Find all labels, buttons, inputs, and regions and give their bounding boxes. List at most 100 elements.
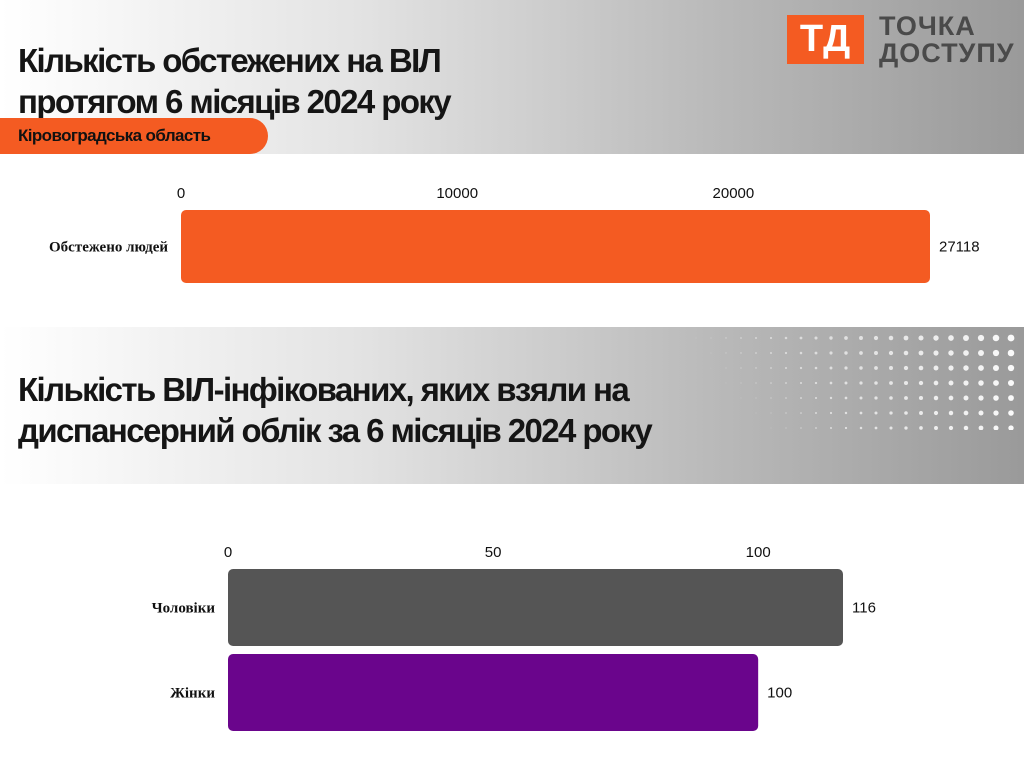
decorative-dot [993,410,999,416]
decorative-dot [874,411,878,415]
registered-tick-label: 100 [746,544,771,561]
decorative-dot [844,366,848,370]
decorative-dot [859,426,863,430]
decorative-dot [785,427,787,429]
decorative-dot [829,351,833,355]
decorative-dot [859,336,863,340]
tested-bar [181,210,930,283]
decorative-dot [933,380,939,386]
decorative-dot [784,336,788,340]
decorative-dot [814,396,818,400]
decorative-dot [740,352,742,354]
decorative-dot [800,412,802,414]
section1-title-line2: протягом 6 місяців 2024 року [18,83,452,120]
tested-tick-label: 10000 [436,185,478,202]
registered-value-label: 100 [767,685,792,702]
decorative-dot [769,336,773,340]
decorative-dot [784,351,788,355]
decorative-dot [784,366,788,370]
decorative-dot [815,427,817,429]
decorative-dot [695,337,697,339]
decorative-dot [978,395,984,401]
decorative-dot [725,337,727,339]
decorative-dot [710,367,712,369]
decorative-dot [934,426,938,430]
decorative-dot [829,381,833,385]
decorative-dot [874,381,878,385]
chart-tested-people: 0 10000 20000 Обстежено людей 27118 [49,185,980,283]
registered-bar [228,569,843,646]
section2-title-line2: диспансерний облік за 6 місяців 2024 рок… [18,412,653,449]
decorative-dot [770,352,772,354]
registered-value-label: 116 [852,600,876,617]
decorative-dot [993,380,999,386]
decorative-dot [725,367,727,369]
decorative-dot [888,335,894,341]
decorative-dot [799,381,803,385]
registered-category-label: Чоловіки [152,601,216,617]
decorative-dot [978,350,984,356]
decorative-dot [814,366,818,370]
decorative-dot [1008,395,1014,401]
decorative-dot [755,337,757,339]
decorative-dot [755,367,757,369]
decorative-dot [918,395,924,401]
decorative-dot [992,364,1000,372]
decorative-dot [933,365,939,371]
decorative-dot [1007,349,1015,357]
decorative-dot [755,352,757,354]
decorative-dot [993,395,999,401]
decorative-dot [814,381,818,385]
decorative-dot [903,365,909,371]
decorative-dot [814,351,818,355]
decorative-dot [725,382,727,384]
decorative-dot [770,427,772,429]
decorative-dot [725,352,727,354]
decorative-dot [785,412,787,414]
decorative-dot [919,426,923,430]
decorative-dot [785,382,787,384]
logo-word-line1: ТОЧКА [879,11,976,41]
decorative-dot [710,352,712,354]
header-band-2 [0,327,1024,484]
tested-tick-label: 20000 [713,185,755,202]
logo-word-line2: ДОСТУПУ [879,38,1015,68]
section2-title-line1: Кількість ВІЛ-інфікованих, яких взяли на [18,371,630,408]
decorative-dot [859,411,863,415]
registered-category-label: Жінки [170,686,215,702]
decorative-dot [874,426,878,430]
decorative-dot [799,351,803,355]
decorative-dot [844,351,848,355]
decorative-dot [874,351,878,355]
section1-title-line1: Кількість обстежених на ВІЛ [18,42,442,79]
decorative-dot [755,397,757,399]
decorative-dot [933,410,939,416]
decorative-dot [993,425,999,430]
decorative-dot [874,366,878,370]
decorative-dot [770,397,772,399]
decorative-dot [859,396,863,400]
decorative-dot [829,411,833,415]
chart-registered-by-gender: 0 50 100 Чоловіки 116 Жінки 100 [152,544,876,731]
decorative-dot [918,365,924,371]
decorative-dot [904,411,908,415]
decorative-dot [799,336,803,340]
decorative-dot [992,334,1000,342]
registered-tick-label: 50 [485,544,502,561]
decorative-dot [978,380,984,386]
decorative-dot [992,349,1000,357]
decorative-dot [918,350,924,356]
tested-value-label: 27118 [939,239,980,256]
decorative-dot [1007,364,1015,372]
decorative-dot [963,395,969,401]
decorative-dot [948,410,954,416]
section1-title: Кількість обстежених на ВІЛ протягом 6 м… [18,40,452,122]
decorative-dot [755,412,757,414]
decorative-dot [800,427,802,429]
decorative-dot [740,382,742,384]
decorative-dot [948,425,954,430]
decorative-dot [963,350,969,356]
decorative-dot [948,365,954,371]
decorative-dot [799,366,803,370]
decorative-dot [903,335,909,341]
